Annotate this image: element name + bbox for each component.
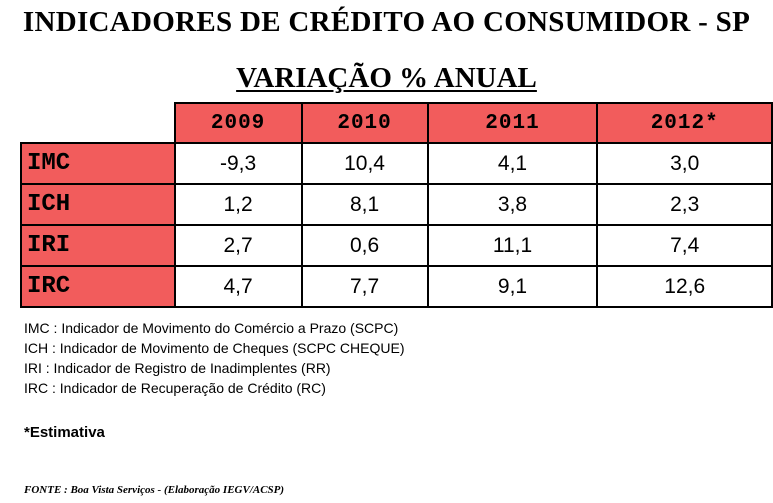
table-cell: 11,1	[426, 224, 599, 267]
year-header-2009: 2009	[173, 102, 303, 144]
table-row: IRI 2,7 0,6 11,1 7,4	[20, 224, 773, 267]
table-cell: 7,7	[300, 265, 429, 308]
year-header-2012: 2012*	[596, 102, 773, 144]
estimate-note: *Estimativa	[24, 424, 105, 441]
header-row: 2009 2010 2011 2012*	[21, 102, 773, 144]
table-row: IRC 4,7 7,7 9,1 12,6	[20, 265, 773, 308]
row-label-imc: IMC	[20, 142, 176, 185]
table-cell: 1,2	[173, 183, 303, 226]
table-cell: 8,1	[300, 183, 429, 226]
legend-item-iri: IRI : Indicador de Registro de Inadimple…	[24, 360, 331, 376]
table-cell: 2,3	[596, 183, 773, 226]
corner-cell	[21, 103, 175, 143]
table-cell: 3,0	[596, 142, 773, 185]
table-cell: 9,1	[426, 265, 599, 308]
legend-item-imc: IMC : Indicador de Movimento do Comércio…	[24, 320, 399, 336]
row-label-iri: IRI	[20, 224, 176, 267]
table-cell: 2,7	[173, 224, 303, 267]
table-cell: 12,6	[596, 265, 773, 308]
table-cell: -9,3	[173, 142, 303, 185]
table-cell: 7,4	[596, 224, 773, 267]
table-cell: 0,6	[300, 224, 429, 267]
table-subtitle: VARIAÇÃO % ANUAL	[236, 62, 537, 94]
table-row: ICH 1,2 8,1 3,8 2,3	[20, 183, 773, 226]
table-cell: 4,1	[426, 142, 599, 185]
row-label-irc: IRC	[20, 265, 176, 308]
page-title: INDICADORES DE CRÉDITO AO CONSUMIDOR - S…	[22, 6, 751, 38]
indicators-table: 2009 2010 2011 2012* IMC -9,3 10,4 4,1 3…	[20, 102, 773, 308]
table-cell: 4,7	[173, 265, 303, 308]
legend: IMC : Indicador de Movimento do Comércio…	[24, 318, 404, 398]
source-note: FONTE : Boa Vista Serviços - (Elaboração…	[24, 484, 285, 496]
legend-item-ich: ICH : Indicador de Movimento de Cheques …	[24, 340, 405, 356]
table-cell: 3,8	[426, 183, 599, 226]
table-row: IMC -9,3 10,4 4,1 3,0	[20, 142, 773, 185]
table-cell: 10,4	[300, 142, 429, 185]
year-header-2011: 2011	[426, 102, 599, 144]
legend-item-irc: IRC : Indicador de Recuperação de Crédit…	[24, 380, 326, 396]
year-header-2010: 2010	[300, 102, 429, 144]
row-label-ich: ICH	[20, 183, 176, 226]
